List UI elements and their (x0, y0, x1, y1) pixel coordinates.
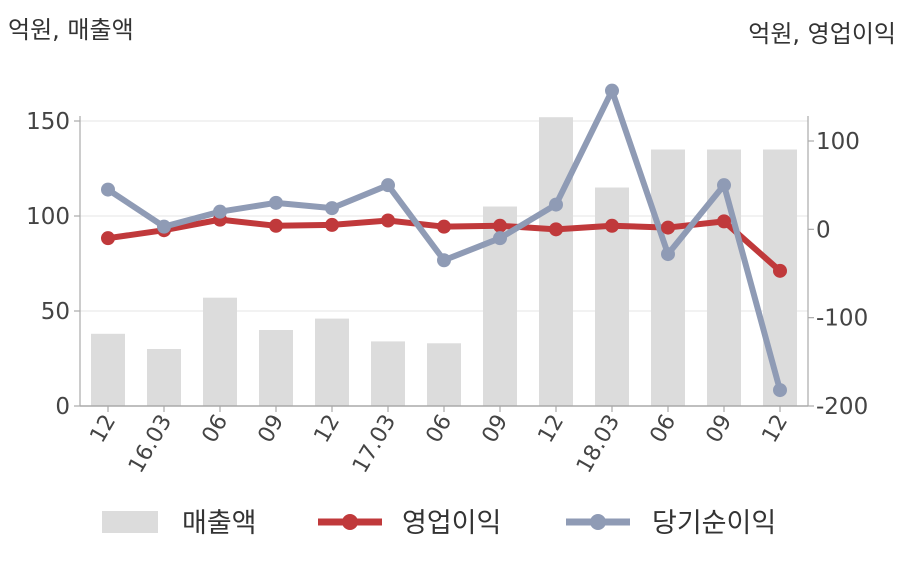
series-point (717, 214, 731, 229)
bar (651, 149, 685, 406)
right-tick-label: 0 (816, 217, 831, 243)
axes (74, 116, 814, 412)
x-tick-label: 16.03 (124, 411, 177, 478)
series-point (269, 195, 283, 210)
bar (147, 349, 181, 406)
series-point (661, 247, 675, 262)
legend-swatch-marker (342, 514, 358, 530)
x-tick-labels: 12 16.03 06 09 12 17.03 06 09 12 18.03 06 09 12 (86, 411, 794, 478)
series-point (773, 383, 787, 398)
legend-swatch-marker (590, 514, 606, 530)
series-point (437, 253, 451, 268)
series-point (381, 213, 395, 228)
x-tick-label: 12 (758, 411, 794, 448)
x-tick-label: 06 (422, 411, 458, 448)
x-tick-label: 17.03 (348, 411, 401, 478)
series-point (493, 218, 507, 233)
right-axis-title: 억원, 영업이익 (748, 20, 896, 48)
right-tick-labels: -200 -100 0 100 (816, 129, 868, 420)
series-point (101, 182, 115, 197)
right-tick-label: -200 (816, 394, 868, 420)
bar (371, 341, 405, 406)
bar (315, 318, 349, 406)
legend-label: 영업이익 (402, 508, 501, 539)
series-point (157, 219, 171, 234)
series-point (717, 178, 731, 193)
x-tick-label: 09 (478, 411, 514, 448)
legend-label: 매출액 (182, 508, 257, 539)
left-tick-label: 100 (26, 204, 70, 230)
x-tick-label: 12 (310, 411, 346, 448)
bar (259, 330, 293, 406)
series-point (101, 231, 115, 246)
series-point (661, 220, 675, 235)
series-point (773, 263, 787, 278)
series-point (605, 218, 619, 233)
left-tick-labels: 0 50 100 150 (26, 109, 70, 420)
series-point (213, 204, 227, 219)
bar (203, 297, 237, 406)
series-point (325, 201, 339, 216)
series-point (381, 178, 395, 193)
x-tick-label: 12 (534, 411, 570, 448)
x-tick-label: 18.03 (572, 411, 625, 478)
bar (539, 117, 573, 406)
x-tick-label: 09 (702, 411, 738, 448)
series-point (605, 83, 619, 98)
x-tick-label: 09 (254, 411, 290, 448)
left-tick-label: 50 (41, 299, 70, 325)
lines-layer (101, 83, 787, 398)
left-tick-label: 150 (26, 109, 70, 135)
series-point (269, 218, 283, 233)
series-point (549, 222, 563, 237)
right-tick-label: -100 (816, 306, 868, 332)
series-point (493, 231, 507, 246)
left-tick-label: 0 (55, 394, 70, 420)
left-axis-title: 억원, 매출액 (8, 16, 134, 44)
right-tick-label: 100 (816, 129, 860, 155)
x-tick-label: 12 (86, 411, 122, 448)
legend-label: 당기순이익 (652, 508, 776, 539)
bar (91, 333, 125, 406)
series-point (437, 219, 451, 234)
x-tick-label: 06 (198, 411, 234, 448)
series-point (325, 217, 339, 232)
x-tick-label: 06 (646, 411, 682, 448)
bars-layer (91, 117, 797, 406)
series-point (549, 197, 563, 212)
legend-swatch-bars (102, 511, 158, 533)
legend: 매출액 영업이익 당기순이익 (102, 508, 776, 539)
bar (427, 343, 461, 406)
